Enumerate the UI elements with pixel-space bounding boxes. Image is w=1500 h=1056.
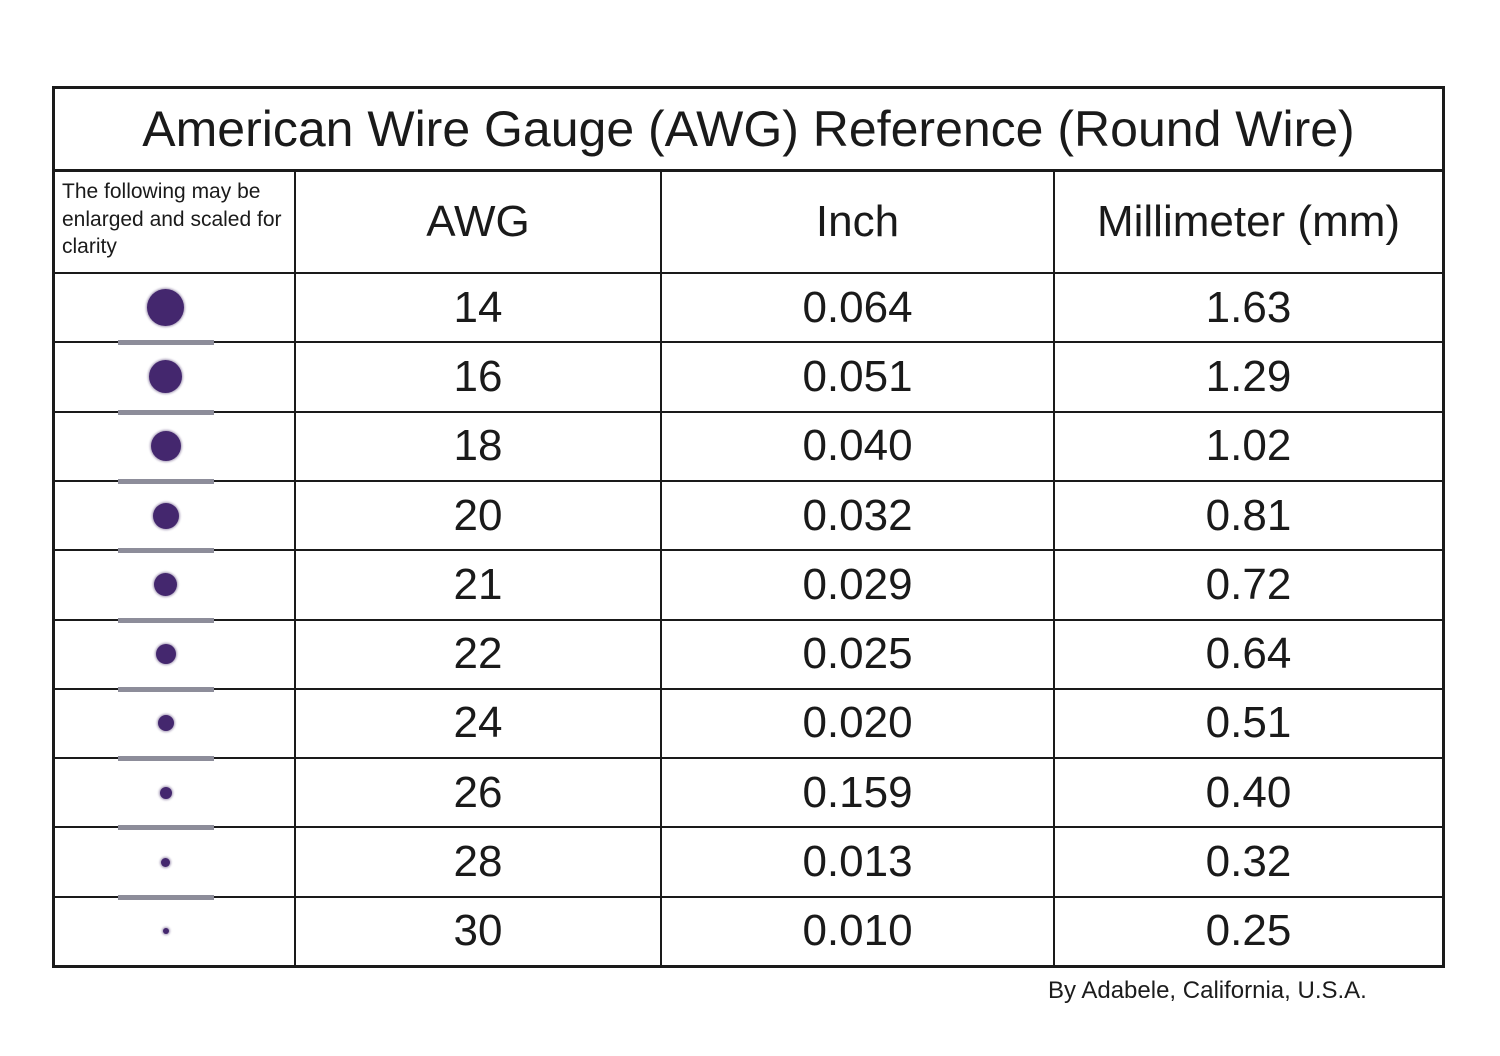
awg-value: 18 — [294, 410, 660, 480]
awg-value: 22 — [294, 618, 660, 688]
mm-value: 0.25 — [1053, 895, 1442, 965]
mm-value: 0.32 — [1053, 826, 1442, 896]
wire-gauge-dot — [154, 573, 177, 597]
table-grid: The following may be enlarged and scaled… — [55, 172, 1442, 965]
inch-value: 0.020 — [660, 687, 1053, 758]
wire-gauge-dot — [152, 502, 179, 529]
column-header-mm: Millimeter (mm) — [1053, 172, 1442, 272]
inch-value: 0.032 — [660, 479, 1053, 550]
awg-value: 26 — [294, 757, 660, 827]
wire-gauge-dot — [161, 857, 170, 867]
mm-value: 1.29 — [1053, 341, 1442, 411]
wire-gauge-dot — [155, 644, 176, 665]
inch-value: 0.051 — [660, 341, 1053, 411]
mm-value: 0.64 — [1053, 618, 1442, 688]
gray-divider-mark — [117, 894, 214, 900]
gray-divider-mark — [117, 409, 214, 415]
awg-value: 20 — [294, 479, 660, 550]
wire-size-dot-cell — [55, 272, 294, 346]
awg-value: 14 — [294, 272, 660, 342]
wire-size-dot-cell — [55, 479, 294, 554]
wire-size-dot-cell — [55, 341, 294, 415]
note-cell: The following may be enlarged and scaled… — [62, 180, 282, 259]
wire-size-dot-cell — [55, 618, 294, 692]
attribution-text: By Adabele, California, U.S.A. — [1048, 977, 1367, 1004]
wire-gauge-dot — [159, 786, 172, 799]
wire-gauge-dot — [162, 928, 169, 935]
inch-value: 0.010 — [660, 895, 1053, 965]
gray-divider-mark — [117, 340, 214, 346]
inch-value: 0.064 — [660, 272, 1053, 342]
inch-value: 0.025 — [660, 618, 1053, 688]
wire-gauge-dot — [147, 289, 184, 327]
awg-value: 21 — [294, 549, 660, 619]
wire-size-dot-cell — [55, 410, 294, 484]
wire-gauge-dot — [150, 431, 181, 462]
table-title: American Wire Gauge (AWG) Reference (Rou… — [55, 89, 1442, 172]
wire-size-dot-cell — [55, 895, 294, 965]
column-header-inch: Inch — [660, 172, 1053, 272]
wire-size-dot-cell — [55, 549, 294, 623]
column-header-awg: AWG — [294, 172, 660, 272]
mm-value: 0.51 — [1053, 687, 1442, 758]
inch-value: 0.040 — [660, 410, 1053, 480]
mm-value: 0.40 — [1053, 757, 1442, 827]
mm-value: 0.81 — [1053, 479, 1442, 550]
wire-gauge-dot — [149, 360, 182, 394]
awg-value: 28 — [294, 826, 660, 896]
mm-value: 1.02 — [1053, 410, 1442, 480]
gray-divider-mark — [117, 478, 214, 484]
wire-size-dot-cell — [55, 757, 294, 831]
wire-size-dot-cell — [55, 687, 294, 762]
mm-value: 0.72 — [1053, 549, 1442, 619]
awg-value: 30 — [294, 895, 660, 965]
inch-value: 0.159 — [660, 757, 1053, 827]
gray-divider-mark — [117, 756, 214, 762]
wire-gauge-dot — [157, 715, 174, 732]
awg-reference-table: American Wire Gauge (AWG) Reference (Rou… — [52, 86, 1445, 968]
wire-size-dot-cell — [55, 826, 294, 900]
gray-divider-mark — [117, 617, 214, 623]
gray-divider-mark — [117, 686, 214, 692]
inch-value: 0.013 — [660, 826, 1053, 896]
gray-divider-mark — [117, 825, 214, 831]
inch-value: 0.029 — [660, 549, 1053, 619]
gray-divider-mark — [117, 548, 214, 554]
mm-value: 1.63 — [1053, 272, 1442, 342]
awg-value: 24 — [294, 687, 660, 758]
awg-value: 16 — [294, 341, 660, 411]
